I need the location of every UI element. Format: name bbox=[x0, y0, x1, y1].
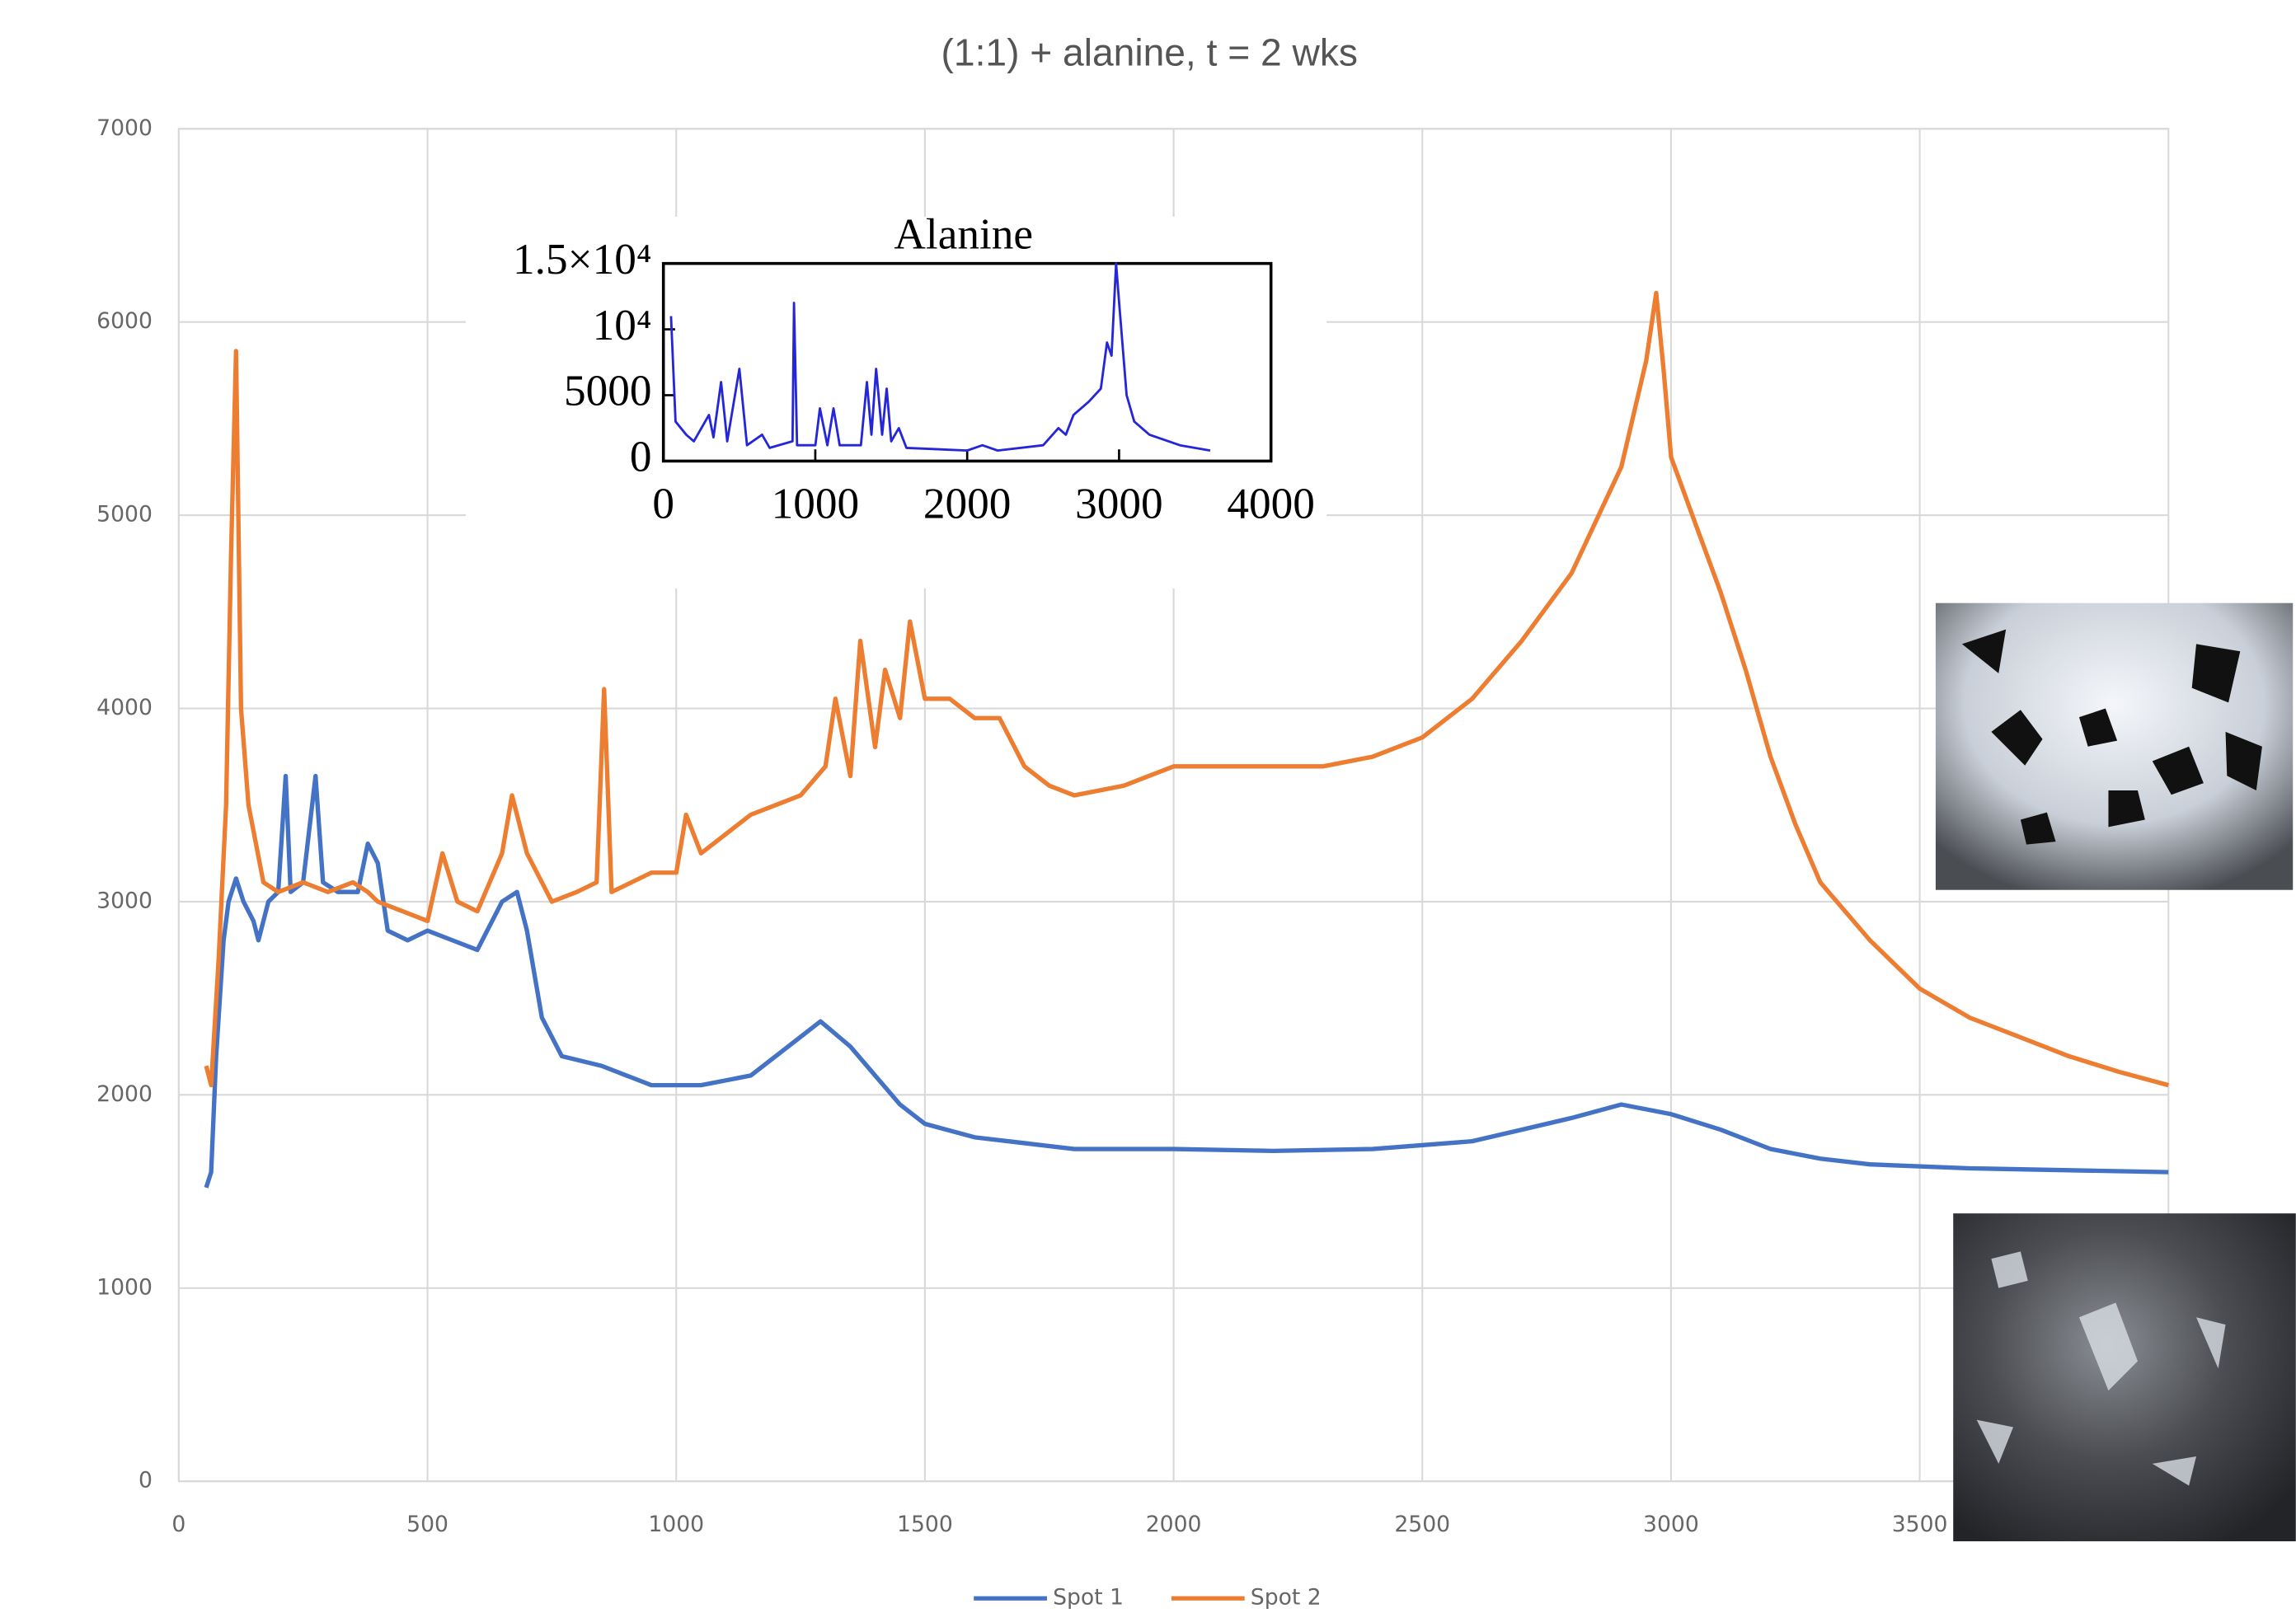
legend: Spot 1 Spot 2 bbox=[974, 1585, 1322, 1611]
inset-plot: 0 5000 10⁴ 1.5×10⁴ 0 1000 2000 3000 4000 bbox=[513, 235, 1315, 528]
y-tick-label: 10⁴ bbox=[593, 301, 652, 349]
y-tick-label: 3000 bbox=[96, 888, 153, 913]
x-tick-label: 0 bbox=[171, 1512, 185, 1537]
x-tick-label: 2000 bbox=[923, 479, 1012, 528]
y-tick-label: 1.5×10⁴ bbox=[513, 235, 651, 284]
inset-background bbox=[465, 216, 1327, 588]
y-tick-label: 5000 bbox=[564, 367, 652, 415]
y-tick-label: 7000 bbox=[96, 115, 153, 141]
y-tick-label: 2000 bbox=[96, 1081, 153, 1107]
y-tick-label: 0 bbox=[630, 433, 652, 481]
x-tick-label: 3000 bbox=[1643, 1512, 1699, 1537]
plot-frame bbox=[661, 261, 1273, 463]
x-tick-label: 2500 bbox=[1394, 1512, 1450, 1537]
x-tick-label: 1000 bbox=[772, 479, 860, 528]
x-tick-label: 4000 bbox=[1227, 479, 1315, 528]
y-tick-label: 0 bbox=[139, 1468, 153, 1493]
series-line bbox=[204, 290, 2169, 1088]
legend-label: Spot 2 bbox=[1251, 1585, 1322, 1611]
x-tick-label: 1000 bbox=[648, 1512, 704, 1537]
y-tick-label: 6000 bbox=[96, 308, 153, 334]
x-tick-label: 1500 bbox=[897, 1512, 953, 1537]
legend-label: Spot 1 bbox=[1053, 1585, 1124, 1611]
chart-title: (1:1) + alanine, t = 2 wks bbox=[941, 31, 1358, 74]
x-tick-label: 3500 bbox=[1892, 1512, 1948, 1537]
x-tick-label: 2000 bbox=[1146, 1512, 1202, 1537]
inset-title: Alanine bbox=[894, 210, 1033, 259]
photo-spot-1 bbox=[1935, 603, 2294, 890]
y-tick-label: 5000 bbox=[96, 502, 153, 528]
series-line bbox=[204, 773, 2169, 1189]
y-tick-label: 4000 bbox=[96, 695, 153, 720]
y-tick-label: 1000 bbox=[96, 1274, 153, 1300]
x-tick-label: 500 bbox=[406, 1512, 448, 1537]
x-tick-label: 3000 bbox=[1075, 479, 1163, 528]
photo-spot-2 bbox=[1953, 1213, 2296, 1541]
x-tick-label: 0 bbox=[652, 479, 674, 528]
series-line bbox=[669, 262, 1211, 452]
